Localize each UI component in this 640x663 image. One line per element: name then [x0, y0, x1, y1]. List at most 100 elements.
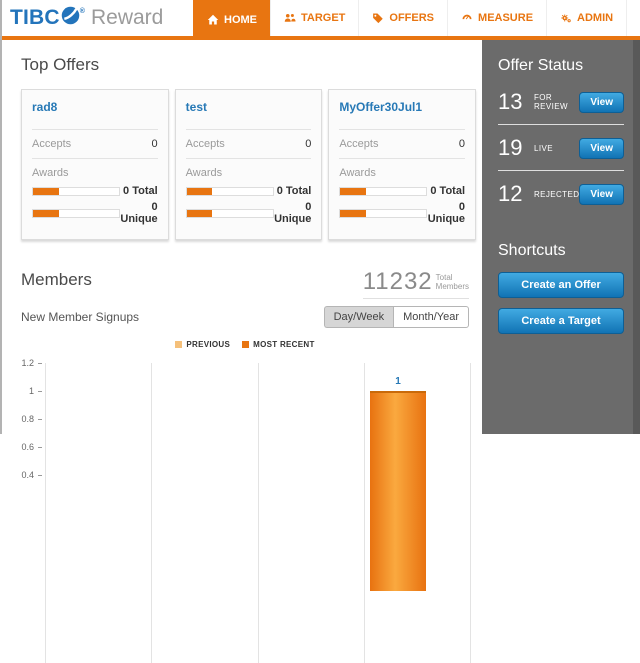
total-members-caption: Total Members	[436, 273, 469, 291]
total-caption-line2: Members	[435, 282, 469, 291]
chart-legend: PREVIOUS MOST RECENT	[8, 340, 482, 349]
offer-card: test Accepts 0 Awards 0 Total 0 Unique	[174, 89, 323, 240]
status-count: 19	[498, 135, 523, 160]
awards-unique-row: 0 Unique	[185, 201, 312, 225]
nav-tab-target[interactable]: TARGET	[270, 0, 358, 36]
card-divider	[339, 158, 466, 159]
most-recent-bar	[370, 391, 426, 591]
offer-name-link[interactable]: test	[185, 100, 208, 114]
awards-unique-value: 0 Unique	[274, 201, 312, 225]
view-rejected-button[interactable]: View	[579, 183, 624, 205]
status-count: 12	[498, 181, 523, 206]
accepts-label: Accepts	[339, 138, 379, 150]
chart-controls-row: New Member Signups Day/Week Month/Year	[21, 306, 469, 328]
legend-item-previous: PREVIOUS	[175, 340, 230, 349]
total-members-value: 11232	[362, 268, 433, 295]
awards-unique-row: 0 Unique	[32, 201, 158, 225]
awards-unique-bar	[185, 208, 274, 218]
logo-product-name: Reward	[90, 6, 164, 29]
offer-card: MyOffer30Jul1 Accepts 0 Awards 0 Total 0…	[328, 89, 477, 240]
legend-swatch-most-recent	[242, 341, 250, 348]
legend-swatch-previous	[175, 341, 183, 348]
status-divider	[498, 170, 624, 171]
nav-tab-measure[interactable]: MEASURE	[447, 0, 546, 36]
awards-unique-row: 0 Unique	[339, 201, 465, 225]
dashboard-content: Top Offers rad8 Accepts 0 Awards 0 Total…	[8, 40, 482, 663]
awards-total-value: 0 Total	[276, 185, 312, 197]
awards-total-row: 0 Total	[32, 185, 158, 197]
y-axis-tick-mark	[38, 475, 42, 476]
y-axis-tick-label: 1.2	[21, 358, 34, 368]
status-label: FOR REVIEW	[534, 93, 568, 111]
awards-label: Awards	[185, 167, 223, 179]
tags-icon	[372, 12, 384, 24]
top-navigation-bar: TIBC ® Reward HOME TARGET OFFER	[0, 0, 640, 40]
status-divider	[498, 124, 624, 125]
awards-total-row: 0 Total	[339, 185, 465, 197]
create-offer-button[interactable]: Create an Offer	[498, 272, 624, 298]
legend-label: MOST RECENT	[253, 340, 315, 349]
y-axis-tick-label: 0.6	[21, 442, 34, 452]
offer-card: rad8 Accepts 0 Awards 0 Total 0 Unique	[21, 89, 169, 240]
window-left-edge	[0, 0, 2, 434]
nav-tab-admin[interactable]: ADMIN	[546, 0, 628, 36]
awards-total-value: 0 Total	[123, 185, 158, 197]
chart-subtitle: New Member Signups	[21, 310, 140, 324]
shortcuts-heading: Shortcuts	[498, 242, 566, 259]
y-axis-tick-label: 0.4	[21, 470, 34, 480]
card-divider	[32, 129, 158, 130]
users-icon	[284, 12, 296, 24]
nav-tab-label: OFFERS	[389, 12, 435, 24]
top-offers-cards: rad8 Accepts 0 Awards 0 Total 0 Unique t…	[21, 89, 477, 240]
scrollbar[interactable]	[633, 40, 640, 434]
accepts-row: Accepts 0	[186, 138, 312, 150]
accepts-value: 0	[458, 138, 466, 150]
nav-tab-home[interactable]: HOME	[193, 0, 270, 40]
offer-name-link[interactable]: rad8	[32, 100, 58, 114]
total-members-stat: 11232 Total Members	[362, 268, 469, 299]
accepts-label: Accepts	[185, 138, 225, 150]
view-live-button[interactable]: View	[579, 137, 624, 159]
create-target-button[interactable]: Create a Target	[498, 308, 624, 334]
tibco-reward-logo: TIBC ® Reward	[10, 6, 163, 30]
status-row-live: 19 LIVE View	[498, 125, 624, 170]
nav-tab-offers[interactable]: OFFERS	[358, 0, 447, 36]
nav-tab-label: HOME	[224, 14, 257, 26]
accepts-value: 0	[305, 138, 312, 150]
status-row-for-review: 13 FOR REVIEW View	[498, 79, 624, 124]
toggle-day-week[interactable]: Day/Week	[323, 306, 394, 328]
legend-item-most-recent: MOST RECENT	[242, 340, 315, 349]
chart-plot-area: 1.2 1 0.8 0.6 0.4 1	[8, 351, 482, 663]
toggle-month-year[interactable]: Month/Year	[393, 306, 469, 328]
status-label: REJECTED	[533, 189, 580, 199]
members-heading: Members	[21, 270, 92, 289]
awards-total-bar	[32, 186, 120, 196]
awards-unique-bar-fill	[340, 209, 367, 217]
y-axis-tick-mark	[38, 363, 42, 364]
awards-total-bar	[185, 186, 274, 196]
y-axis-tick-mark	[38, 419, 42, 420]
card-divider	[185, 158, 312, 159]
right-sidebar: Offer Status 13 FOR REVIEW View 19 LIVE …	[482, 40, 640, 434]
period-toggle: Day/Week Month/Year	[323, 306, 469, 328]
accepts-label: Accepts	[32, 138, 72, 150]
y-axis-tick-label: 1	[28, 386, 34, 396]
vertical-gridline	[470, 363, 471, 663]
legend-label: PREVIOUS	[186, 340, 231, 349]
card-divider	[339, 129, 466, 130]
members-header: Members 11232 Total Members	[21, 270, 469, 299]
status-count: 13	[498, 89, 523, 114]
offer-name-link[interactable]: MyOffer30Jul1	[339, 100, 423, 114]
awards-total-bar-fill	[33, 187, 59, 195]
accepts-row: Accepts 0	[32, 138, 158, 150]
offer-status-heading: Offer Status	[498, 57, 584, 74]
y-axis-tick-mark	[38, 391, 42, 392]
awards-unique-bar-fill	[186, 209, 213, 217]
view-for-review-button[interactable]: View	[579, 91, 624, 113]
awards-total-bar-fill	[186, 187, 213, 195]
bar-value-label: 1	[395, 376, 401, 387]
total-caption-line1: Total	[435, 273, 453, 282]
awards-total-value: 0 Total	[430, 185, 466, 197]
status-row-rejected: 12 REJECTED View	[498, 171, 624, 216]
vertical-gridline	[364, 363, 365, 663]
